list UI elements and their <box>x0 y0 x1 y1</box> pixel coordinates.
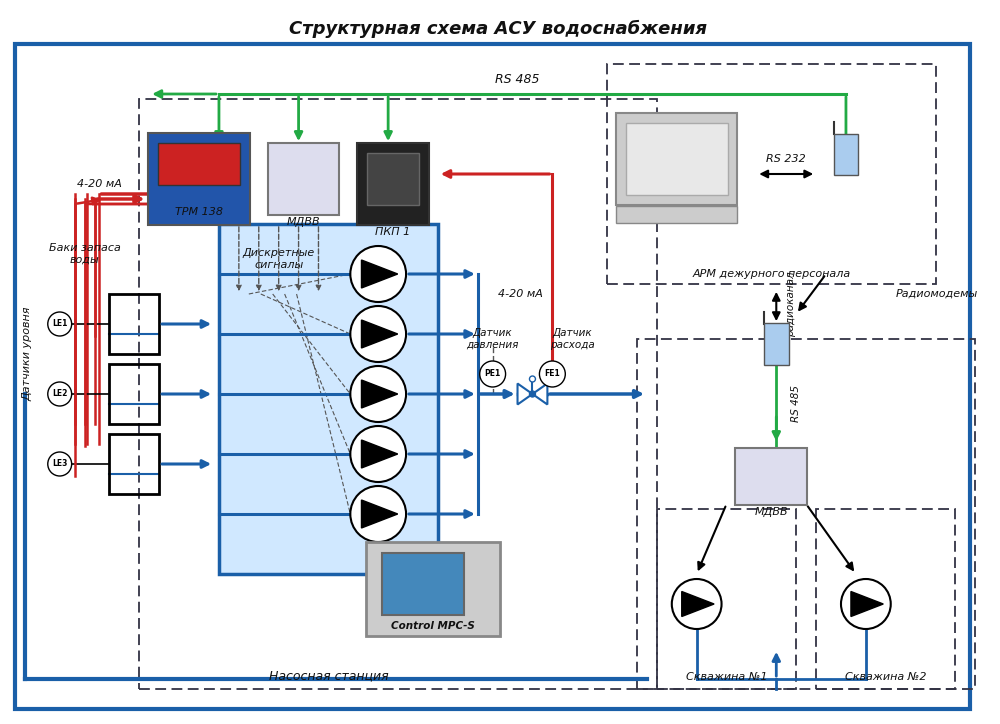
Bar <box>109 364 159 424</box>
FancyBboxPatch shape <box>367 153 419 205</box>
FancyBboxPatch shape <box>357 143 429 225</box>
Circle shape <box>841 579 891 629</box>
Text: RS 485: RS 485 <box>791 385 801 423</box>
Bar <box>657 509 796 689</box>
FancyBboxPatch shape <box>148 133 250 225</box>
FancyBboxPatch shape <box>834 133 858 174</box>
Text: Радиомодемы: Радиомодемы <box>896 289 978 299</box>
Bar <box>637 339 975 689</box>
Polygon shape <box>682 592 714 617</box>
FancyBboxPatch shape <box>382 553 464 615</box>
Text: Датчики уровня: Датчики уровня <box>23 307 33 401</box>
Text: 4-20 мА: 4-20 мА <box>498 289 542 299</box>
Bar <box>816 509 955 689</box>
Polygon shape <box>851 592 883 617</box>
FancyBboxPatch shape <box>158 143 240 185</box>
FancyBboxPatch shape <box>268 143 339 215</box>
Circle shape <box>48 312 72 336</box>
Bar <box>139 99 657 689</box>
FancyBboxPatch shape <box>764 324 789 364</box>
Text: Control MPC-S: Control MPC-S <box>391 621 475 631</box>
Polygon shape <box>361 320 398 348</box>
Text: МДВВ: МДВВ <box>287 217 320 227</box>
Text: RS 485: RS 485 <box>495 73 540 86</box>
Text: ПКП 1: ПКП 1 <box>375 227 411 237</box>
Circle shape <box>529 391 535 397</box>
Circle shape <box>529 376 535 382</box>
Text: RS 232: RS 232 <box>766 154 806 164</box>
Circle shape <box>350 486 406 542</box>
Text: Датчик
давления: Датчик давления <box>466 328 519 350</box>
FancyBboxPatch shape <box>626 123 728 195</box>
Text: 4-20 мА: 4-20 мА <box>77 179 122 189</box>
Circle shape <box>350 366 406 422</box>
Circle shape <box>480 361 506 387</box>
Text: Структурная схема АСУ водоснабжения: Структурная схема АСУ водоснабжения <box>289 20 707 38</box>
Circle shape <box>672 579 722 629</box>
Bar <box>607 64 936 284</box>
Text: Насосная станция: Насосная станция <box>269 669 388 682</box>
Polygon shape <box>361 500 398 528</box>
Text: Скважина №2: Скважина №2 <box>845 672 927 682</box>
Text: Дискретные
сигналы: Дискретные сигналы <box>243 248 315 270</box>
Text: LE3: LE3 <box>52 460 67 468</box>
FancyBboxPatch shape <box>616 113 737 205</box>
Polygon shape <box>361 260 398 288</box>
Text: LE2: LE2 <box>52 390 67 398</box>
Polygon shape <box>518 384 547 405</box>
Text: МДВВ: МДВВ <box>755 507 788 517</box>
Bar <box>109 294 159 354</box>
Polygon shape <box>361 380 398 408</box>
Text: АРМ дежурного персонала: АРМ дежурного персонала <box>692 269 850 279</box>
FancyBboxPatch shape <box>366 542 500 636</box>
Text: Датчик
расхода: Датчик расхода <box>550 328 595 350</box>
Text: радиоканал: радиоканал <box>786 272 796 337</box>
Circle shape <box>48 382 72 406</box>
Polygon shape <box>361 440 398 468</box>
Bar <box>109 434 159 494</box>
Bar <box>219 224 438 574</box>
Circle shape <box>350 426 406 482</box>
Circle shape <box>48 452 72 476</box>
Circle shape <box>350 306 406 362</box>
Text: PE1: PE1 <box>485 369 501 379</box>
FancyBboxPatch shape <box>735 448 807 505</box>
Text: FE1: FE1 <box>544 369 560 379</box>
Text: Скважина №1: Скважина №1 <box>686 672 767 682</box>
FancyBboxPatch shape <box>616 206 737 223</box>
Text: ТРМ 138: ТРМ 138 <box>175 207 223 217</box>
Circle shape <box>539 361 565 387</box>
Text: LE1: LE1 <box>52 319 67 329</box>
Circle shape <box>350 246 406 302</box>
Text: Баки запаса
воды: Баки запаса воды <box>49 243 121 265</box>
